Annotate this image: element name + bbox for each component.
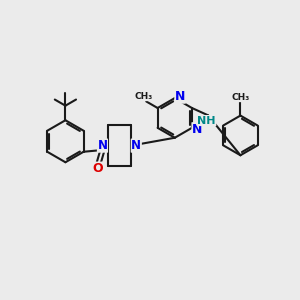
Text: O: O [93, 162, 104, 175]
Text: N: N [131, 139, 141, 152]
Text: N: N [192, 123, 202, 136]
Text: CH₃: CH₃ [231, 93, 250, 102]
Text: N: N [98, 139, 107, 152]
Text: NH: NH [197, 116, 216, 125]
Text: CH₃: CH₃ [134, 92, 152, 101]
Text: N: N [175, 90, 185, 103]
